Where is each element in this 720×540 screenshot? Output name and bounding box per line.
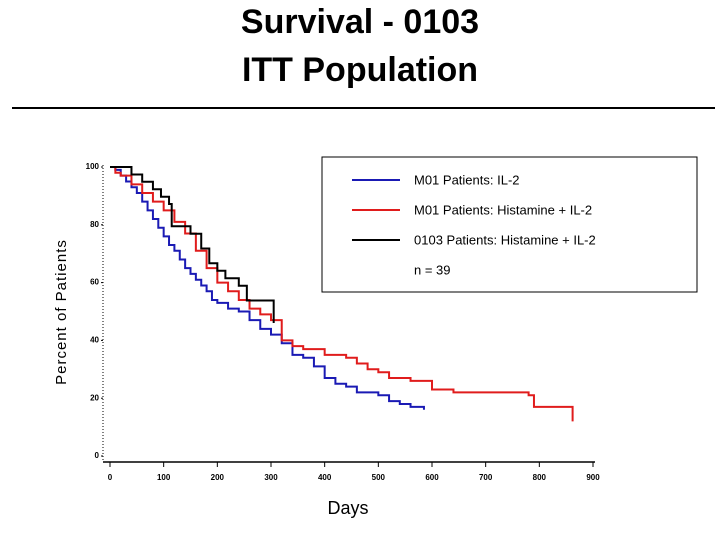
annotation: n = 39 (414, 262, 451, 277)
legend-label: M01 Patients: IL-2 (414, 172, 520, 187)
x-axis-label: Days (327, 498, 368, 518)
x-tick-label: 800 (533, 473, 547, 482)
legend-label: 0103 Patients: Histamine + IL-2 (414, 232, 596, 247)
survival-line (110, 166, 275, 324)
survival-line (110, 166, 425, 410)
y-axis-label: Percent of Patients (53, 239, 70, 385)
y-tick-label: 80 (90, 220, 99, 229)
y-tick-label: 60 (90, 278, 99, 287)
x-tick-label: 200 (211, 473, 225, 482)
x-tick-label: 300 (264, 473, 278, 482)
legend-box (321, 156, 698, 293)
x-tick-label: 600 (425, 473, 439, 482)
y-tick-label: 100 (86, 162, 100, 171)
chart-title: ITT Population (242, 51, 478, 89)
x-tick-label: 400 (318, 473, 332, 482)
survival-line (110, 166, 574, 422)
chart-title: Survival - 0103 (241, 3, 479, 41)
y-tick-label: 20 (90, 393, 99, 402)
x-tick-label: 900 (586, 473, 600, 482)
y-tick-label: 40 (90, 336, 99, 345)
x-tick-label: 100 (157, 473, 171, 482)
x-tick-label: 500 (372, 473, 386, 482)
x-tick-label: 700 (479, 473, 493, 482)
y-tick-label: 0 (95, 451, 100, 460)
x-tick-label: 0 (108, 473, 113, 482)
legend-label: M01 Patients: Histamine + IL-2 (414, 202, 592, 217)
